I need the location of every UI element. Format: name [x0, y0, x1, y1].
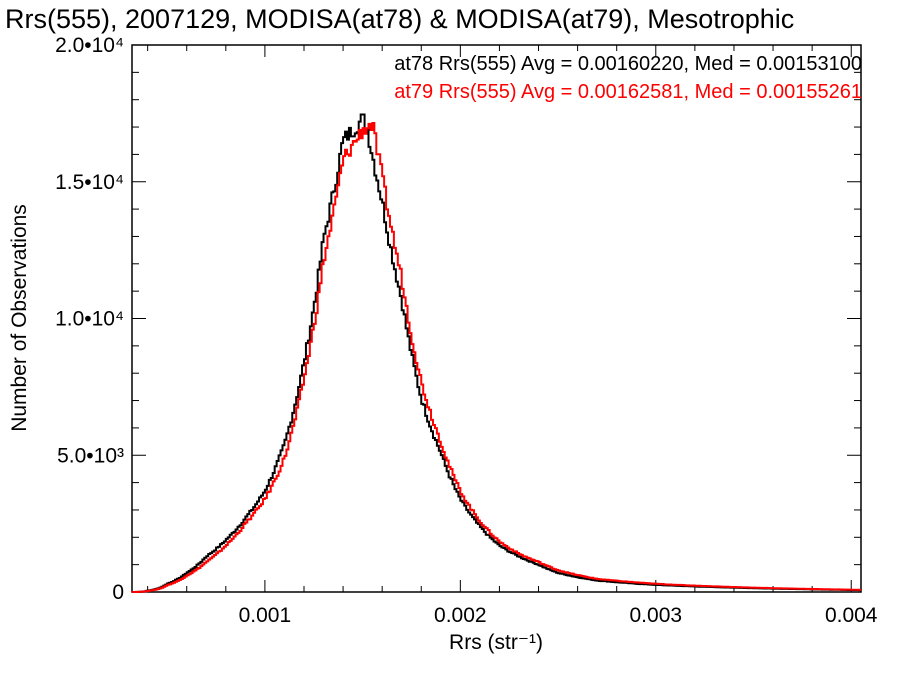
- series-line-at78: [131, 113, 861, 593]
- axis-ticks: 0.001 0.002 0.003 0.004 0 5.0•10³ 1.0•10⁴ 1.5•1…: [55, 34, 878, 627]
- legend-entry-at79: at79 Rrs(555) Avg = 0.00162581, Med = 0.…: [394, 81, 862, 103]
- chart-title: Rrs(555), 2007129, MODISA(at78) & MODISA…: [5, 4, 794, 34]
- y-tick-label: 2.0•10⁴: [55, 34, 124, 57]
- x-tick-label: 0.004: [825, 604, 878, 627]
- plot-frame: [131, 44, 862, 593]
- y-tick-label: 0: [112, 581, 124, 604]
- y-tick-label: 1.0•10⁴: [55, 308, 124, 331]
- y-tick-label: 1.5•10⁴: [55, 171, 124, 194]
- legend-entry-at78: at78 Rrs(555) Avg = 0.00160220, Med = 0.…: [394, 53, 862, 75]
- series-layer: [131, 113, 861, 593]
- y-tick-label: 5.0•10³: [57, 444, 124, 467]
- y-axis-label: Number of Observations: [8, 204, 31, 432]
- x-tick-label: 0.002: [434, 604, 487, 627]
- x-axis-label: Rrs (str⁻¹): [449, 631, 543, 654]
- x-tick-label: 0.001: [239, 604, 292, 627]
- x-tick-label: 0.003: [630, 604, 683, 627]
- series-line-at79: [131, 122, 861, 593]
